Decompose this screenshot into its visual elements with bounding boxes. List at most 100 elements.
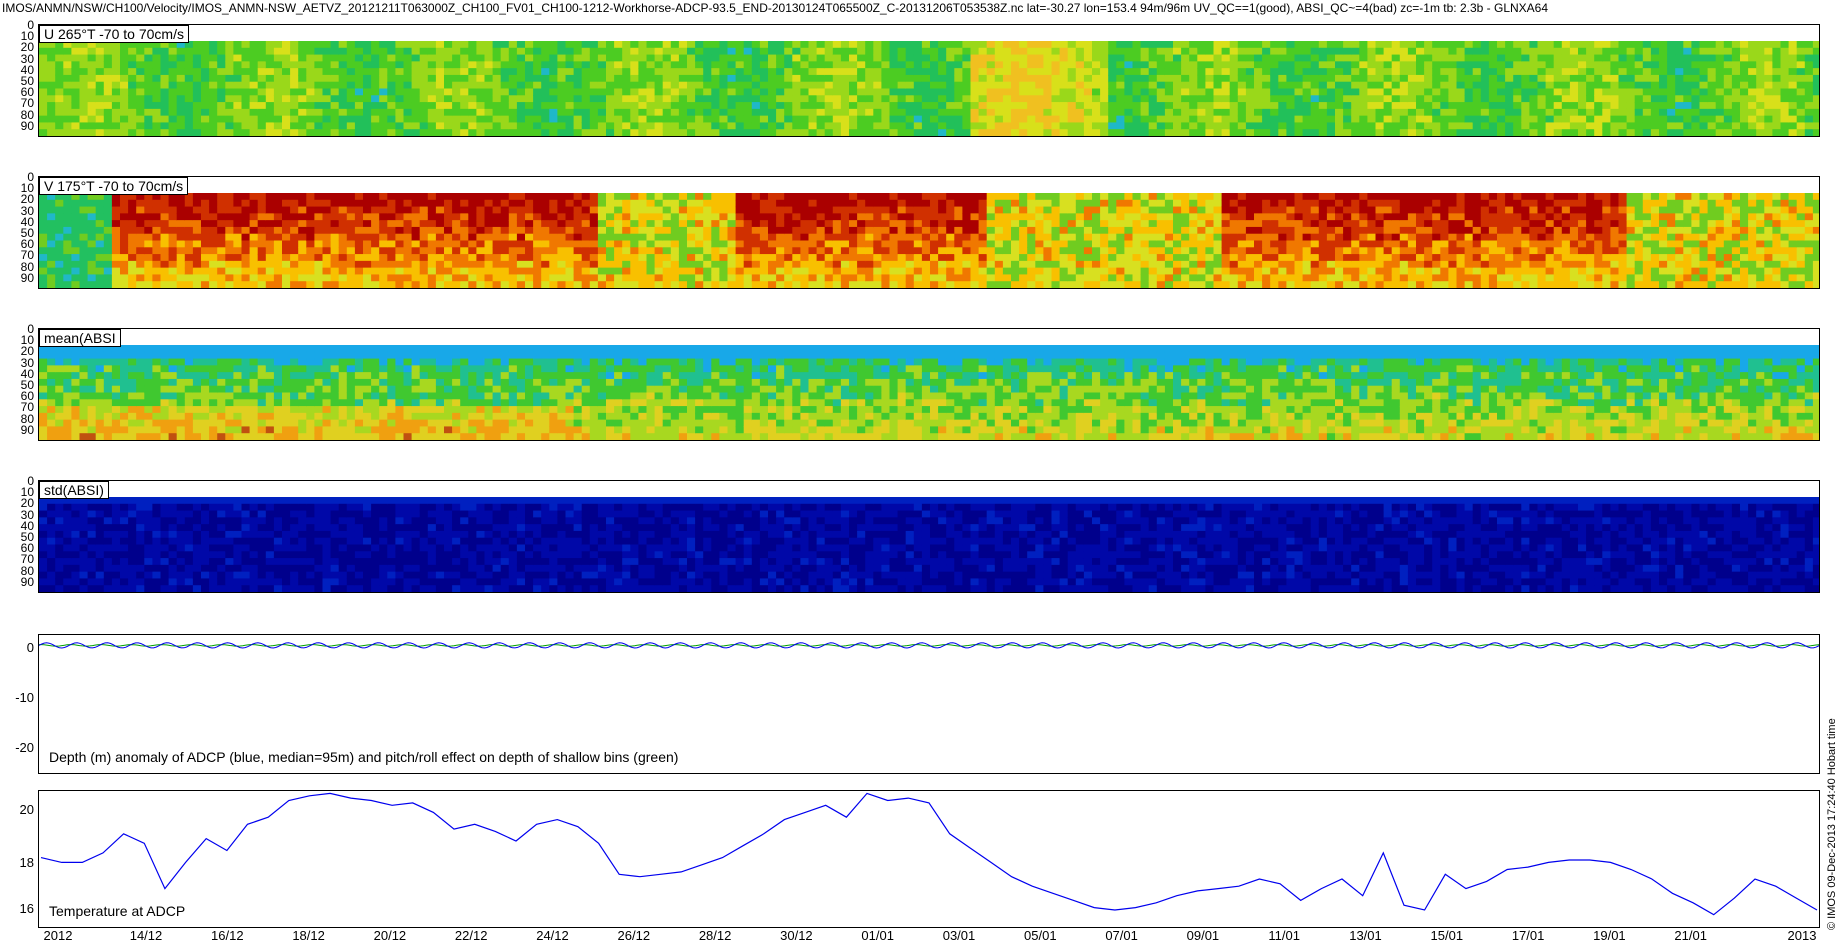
v-cell	[962, 206, 972, 214]
heatmap-u	[39, 41, 1819, 136]
u-cell	[1083, 61, 1093, 69]
v-cell	[832, 206, 842, 214]
u-cell	[209, 88, 218, 96]
v-cell	[460, 206, 469, 214]
u-cell	[816, 47, 826, 56]
u-cell	[849, 81, 858, 90]
u-cell	[1748, 41, 1757, 49]
v-cell	[419, 260, 429, 269]
v-cell	[298, 281, 307, 288]
v-cell	[209, 206, 218, 214]
u-cell	[541, 108, 550, 117]
u-cell	[1351, 47, 1360, 56]
u-cell	[905, 41, 915, 49]
u-cell	[1318, 122, 1328, 130]
u-cell	[306, 61, 315, 69]
u-cell	[687, 115, 696, 124]
u-cell	[930, 81, 939, 90]
v-cell	[994, 206, 1004, 214]
u-cell	[1699, 108, 1709, 117]
v-cell	[687, 240, 696, 248]
v-cell	[849, 226, 858, 235]
u-cell	[1594, 129, 1603, 136]
v-cell	[638, 226, 648, 235]
u-cell	[735, 88, 745, 96]
u-cell	[921, 88, 931, 96]
v-cell	[759, 193, 769, 201]
u-cell	[695, 129, 704, 136]
v-cell	[541, 213, 550, 221]
u-cell	[1521, 68, 1530, 76]
v-cell	[711, 260, 720, 269]
u-cell	[978, 115, 988, 124]
v-cell	[630, 254, 639, 262]
u-cell	[614, 61, 623, 69]
v-cell	[47, 206, 56, 214]
v-cell	[832, 233, 842, 242]
u-cell	[994, 122, 1004, 130]
v-cell	[290, 233, 299, 242]
u-cell	[71, 74, 81, 83]
u-cell	[1723, 68, 1733, 76]
u-cell	[800, 61, 810, 69]
u-cell	[120, 47, 129, 56]
u-cell	[1788, 88, 1798, 96]
v-cell	[1035, 220, 1044, 228]
v-cell	[889, 220, 899, 228]
u-cell	[1772, 115, 1782, 124]
u-cell	[1723, 129, 1733, 136]
u-cell	[241, 61, 251, 69]
u-cell	[516, 41, 526, 49]
v-cell	[103, 206, 113, 214]
v-cell	[735, 281, 745, 288]
u-cell	[460, 81, 469, 90]
u-cell	[1569, 81, 1579, 90]
v-cell	[849, 193, 858, 201]
u-cell	[95, 108, 105, 117]
u-cell	[1189, 122, 1198, 130]
v-cell	[662, 226, 672, 235]
v-cell	[1100, 247, 1109, 255]
v-cell	[849, 206, 858, 214]
v-cell	[379, 193, 388, 201]
u-cell	[1667, 129, 1676, 136]
v-cell	[1019, 254, 1028, 262]
v-cell	[1100, 260, 1109, 269]
u-cell	[1075, 129, 1085, 136]
u-cell	[265, 129, 275, 136]
u-cell	[1553, 122, 1563, 130]
v-cell	[508, 233, 518, 242]
u-cell	[541, 61, 550, 69]
u-cell	[1067, 129, 1077, 136]
u-cell	[840, 47, 850, 56]
v-cell	[419, 199, 429, 208]
v-cell	[703, 247, 712, 255]
u-cell	[111, 102, 121, 110]
u-cell	[111, 95, 121, 103]
u-cell	[1480, 61, 1490, 69]
u-cell	[589, 129, 599, 136]
u-cell	[1545, 88, 1555, 96]
u-cell	[1424, 95, 1433, 103]
v-cell	[176, 281, 186, 288]
u-cell	[533, 41, 542, 49]
u-cell	[1513, 74, 1522, 83]
v-cell	[444, 206, 453, 214]
v-cell	[573, 193, 583, 201]
u-cell	[322, 122, 332, 130]
u-cell	[719, 61, 729, 69]
u-cell	[1383, 129, 1393, 136]
u-cell	[768, 129, 777, 136]
u-cell	[79, 88, 89, 96]
u-cell	[1011, 74, 1020, 83]
v-cell	[282, 254, 291, 262]
v-cell	[87, 240, 97, 248]
v-cell	[427, 260, 437, 269]
v-cell	[970, 206, 980, 214]
u-cell	[1367, 54, 1377, 62]
u-cell	[962, 95, 972, 103]
u-cell	[217, 68, 226, 76]
u-cell	[638, 95, 648, 103]
u-cell	[411, 54, 421, 62]
v-cell	[646, 193, 656, 201]
